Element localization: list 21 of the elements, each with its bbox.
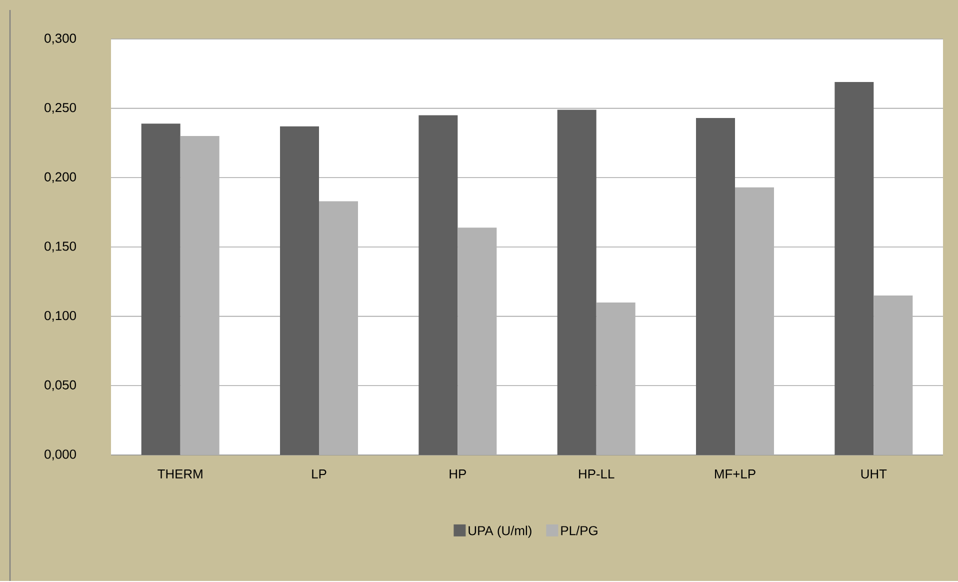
legend-label: PL/PG: [561, 526, 598, 536]
y-tick-label: 0,150: [44, 242, 76, 253]
bar: [141, 124, 180, 456]
bar: [834, 82, 874, 456]
bar: [696, 118, 736, 456]
y-tick-label: 0,200: [44, 172, 76, 184]
bar: [418, 115, 458, 456]
x-tick-label: HP: [450, 470, 466, 479]
x-tick-label: MF+LP: [715, 470, 756, 479]
y-tick-label: 0,100: [44, 311, 76, 322]
y-tick-label: 0,250: [44, 103, 76, 114]
x-tick-label: LP: [312, 470, 326, 479]
y-tick-label: 0,300: [44, 34, 76, 45]
y-tick-label: 0,000: [44, 450, 76, 461]
legend-label: UPA (U/ml): [468, 526, 532, 538]
x-tick-label: THERM: [158, 470, 202, 479]
bar: [557, 110, 596, 456]
y-tick-label: 0,050: [44, 380, 76, 392]
x-tick-label: UHT: [861, 470, 887, 479]
bar: [280, 126, 320, 456]
x-tick-label: HP-LL: [579, 470, 614, 479]
